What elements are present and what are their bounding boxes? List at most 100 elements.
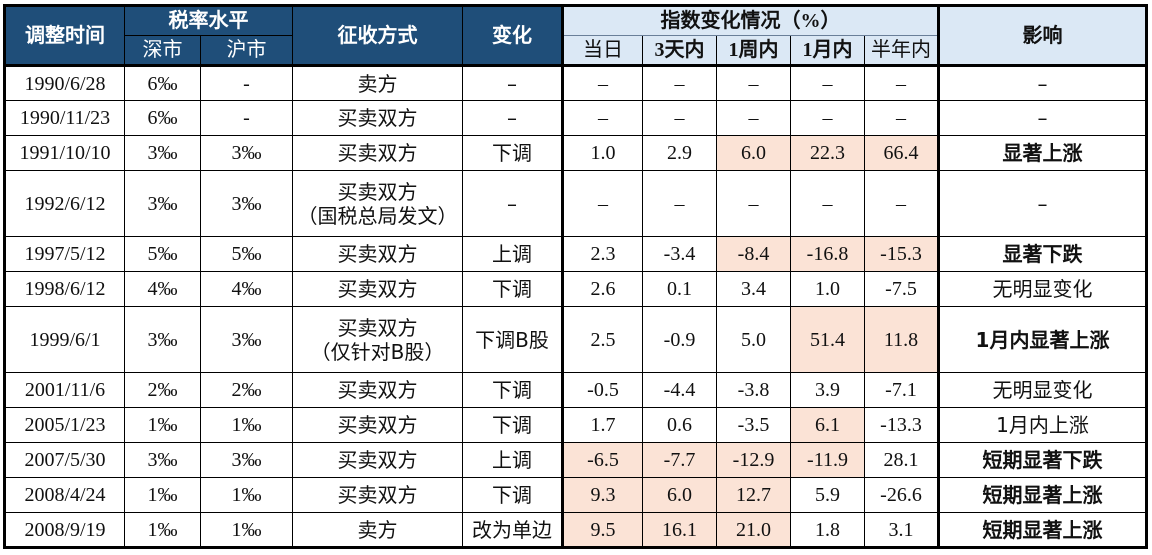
- cell-index-w1: –: [716, 170, 791, 237]
- cell-change: 上调: [462, 236, 563, 272]
- table-row: 2001/11/6 2‰ 2‰ 买卖双方 下调 -0.5 -4.4 -3.8 3.9 -7.1 无明…: [4, 372, 1147, 408]
- cell-change: 下调B股: [462, 306, 563, 373]
- cell-index-d0: 2.6: [561, 271, 643, 307]
- header-same-day: 当日: [561, 35, 643, 66]
- cell-collection-method: 买卖双方: [292, 236, 463, 272]
- cell-shenzhen-rate: 2‰: [124, 372, 201, 408]
- cell-change: 上调: [462, 442, 563, 478]
- table-header: 调整时间 税率水平 征收方式 变化 指数变化情况（%） 影响 深市 沪市 当日 …: [4, 5, 1147, 66]
- cell-index-w1: 6.0: [716, 135, 791, 171]
- cell-shanghai-rate: 3‰: [200, 135, 293, 171]
- cell-index-d0: 9.5: [561, 512, 643, 548]
- table-row: 2008/4/24 1‰ 1‰ 买卖双方 下调 9.3 6.0 12.7 5.9 -26.6 短期显…: [4, 477, 1147, 513]
- cell-index-d3: -4.4: [642, 372, 717, 408]
- cell-shanghai-rate: 1‰: [200, 512, 293, 548]
- header-within-3-days: 3天内: [642, 35, 717, 66]
- cell-shanghai-rate: 3‰: [200, 442, 293, 478]
- cell-collection-method: 买卖双方: [292, 477, 463, 513]
- table-row: 2007/5/30 3‰ 3‰ 买卖双方 上调 -6.5 -7.7 -12.9 -11.9 28.…: [4, 442, 1147, 478]
- cell-index-m1: –: [790, 65, 865, 101]
- collection-method-text: 买卖双方: [337, 141, 418, 165]
- collection-method-text: 买卖双方: [337, 277, 418, 301]
- cell-index-d0: 2.5: [561, 306, 643, 373]
- header-change: 变化: [462, 5, 563, 66]
- cell-index-d0: 1.0: [561, 135, 643, 171]
- cell-impact: 短期显著上涨: [937, 512, 1147, 548]
- cell-change: –: [462, 65, 563, 101]
- cell-index-w1: 3.4: [716, 271, 791, 307]
- cell-index-m1: 51.4: [790, 306, 865, 373]
- collection-method-text: 买卖双方: [337, 483, 418, 507]
- cell-change: 下调: [462, 372, 563, 408]
- cell-index-d3: 0.6: [642, 407, 717, 443]
- cell-index-w1: 21.0: [716, 512, 791, 548]
- cell-index-w1: –: [716, 65, 791, 101]
- cell-change: –: [462, 100, 563, 136]
- cell-shenzhen-rate: 3‰: [124, 135, 201, 171]
- cell-impact: 短期显著下跌: [937, 442, 1147, 478]
- cell-change: 下调: [462, 477, 563, 513]
- cell-shanghai-rate: -: [200, 65, 293, 101]
- cell-index-m1: 6.1: [790, 407, 865, 443]
- table-row: 1990/6/28 6‰ - 卖方 – – – – – – –: [4, 65, 1147, 101]
- cell-shanghai-rate: 1‰: [200, 477, 293, 513]
- cell-index-m1: 22.3: [790, 135, 865, 171]
- cell-date: 2008/9/19: [4, 512, 125, 548]
- cell-impact: –: [937, 65, 1147, 101]
- cell-index-m1: –: [790, 170, 865, 237]
- cell-index-h6: 11.8: [864, 306, 939, 373]
- cell-impact: 无明显变化: [937, 372, 1147, 408]
- collection-method-text: 买卖双方: [337, 413, 418, 437]
- cell-index-m1: -16.8: [790, 236, 865, 272]
- cell-index-d3: -0.9: [642, 306, 717, 373]
- cell-change: 改为单边: [462, 512, 563, 548]
- header-shenzhen: 深市: [124, 35, 201, 66]
- cell-index-d3: –: [642, 100, 717, 136]
- cell-date: 2008/4/24: [4, 477, 125, 513]
- header-tax-rate-level: 税率水平: [124, 5, 293, 36]
- cell-index-h6: -7.1: [864, 372, 939, 408]
- cell-index-h6: –: [864, 170, 939, 237]
- table-row: 1991/10/10 3‰ 3‰ 买卖双方 下调 1.0 2.9 6.0 22.3 66.4 显著上…: [4, 135, 1147, 171]
- collection-method-note: （国税总局发文）: [297, 203, 458, 228]
- cell-collection-method: 卖方: [292, 65, 463, 101]
- cell-impact: 无明显变化: [937, 271, 1147, 307]
- cell-index-h6: -26.6: [864, 477, 939, 513]
- cell-index-m1: 1.0: [790, 271, 865, 307]
- cell-shenzhen-rate: 1‰: [124, 407, 201, 443]
- cell-impact: –: [937, 170, 1147, 237]
- collection-method-text: 买卖双方: [337, 106, 418, 130]
- cell-index-d0: 1.7: [561, 407, 643, 443]
- table-row: 2005/1/23 1‰ 1‰ 买卖双方 下调 1.7 0.6 -3.5 6.1 -13.3 1月内…: [4, 407, 1147, 443]
- cell-shenzhen-rate: 6‰: [124, 65, 201, 101]
- cell-index-d3: –: [642, 170, 717, 237]
- cell-impact: 显著下跌: [937, 236, 1147, 272]
- cell-shanghai-rate: -: [200, 100, 293, 136]
- cell-shenzhen-rate: 4‰: [124, 271, 201, 307]
- cell-impact: 1月内上涨: [937, 407, 1147, 443]
- cell-index-d3: 6.0: [642, 477, 717, 513]
- collection-method-note: （仅针对B股）: [310, 339, 445, 364]
- cell-shenzhen-rate: 1‰: [124, 477, 201, 513]
- cell-change: 下调: [462, 407, 563, 443]
- cell-index-w1: -3.5: [716, 407, 791, 443]
- cell-date: 2001/11/6: [4, 372, 125, 408]
- cell-index-d3: -3.4: [642, 236, 717, 272]
- cell-index-d0: -6.5: [561, 442, 643, 478]
- cell-change: 下调: [462, 271, 563, 307]
- collection-method-text: 卖方: [357, 71, 398, 96]
- cell-date: 1990/6/28: [4, 65, 125, 101]
- table-row: 1999/6/1 3‰ 3‰ 买卖双方 （仅针对B股） 下调B股 2.5 -0.9 5.0 51.…: [4, 306, 1147, 373]
- cell-index-h6: 66.4: [864, 135, 939, 171]
- cell-index-h6: 28.1: [864, 442, 939, 478]
- cell-index-d0: –: [561, 100, 643, 136]
- cell-index-d0: –: [561, 170, 643, 237]
- cell-index-d0: –: [561, 65, 643, 101]
- cell-shenzhen-rate: 6‰: [124, 100, 201, 136]
- cell-collection-method: 买卖双方 （仅针对B股）: [292, 306, 463, 373]
- cell-date: 1997/5/12: [4, 236, 125, 272]
- cell-shanghai-rate: 3‰: [200, 170, 293, 237]
- header-adjust-time: 调整时间: [4, 5, 125, 66]
- cell-collection-method: 卖方: [292, 512, 463, 548]
- cell-date: 1992/6/12: [4, 170, 125, 237]
